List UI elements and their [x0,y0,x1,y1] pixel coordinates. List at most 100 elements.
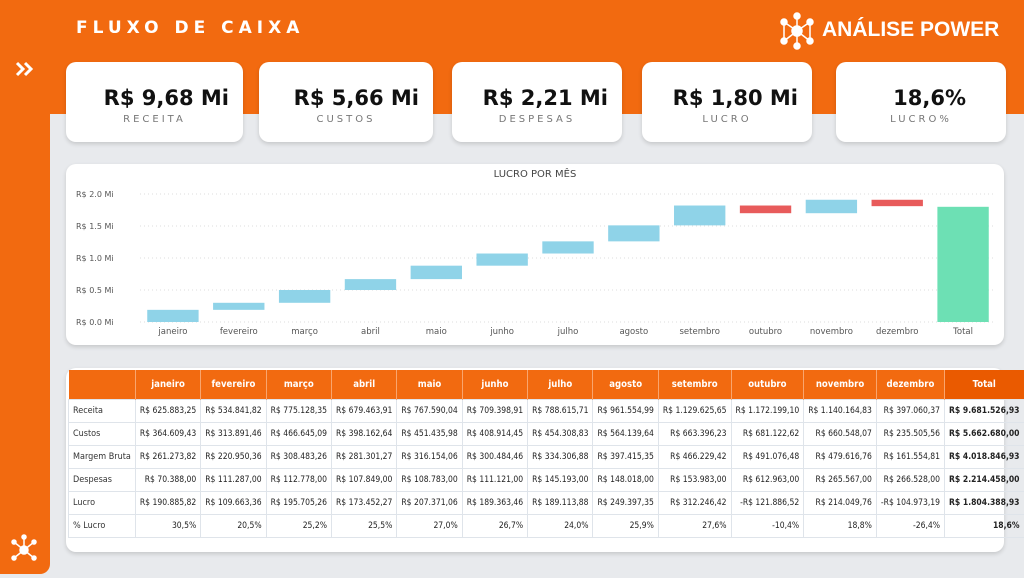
cell: R$ 70.388,00 [135,469,200,492]
column-header: março [266,370,331,400]
column-header: outubro [731,370,804,400]
cell: R$ 173.452,27 [331,492,396,515]
column-header: junho [462,370,527,400]
cell: R$ 961.554,99 [593,400,658,423]
cell: 24,0% [528,515,593,538]
cell: 25,2% [266,515,331,538]
bar [213,303,264,310]
x-tick-label: julho [557,327,579,337]
row-label: Receita [69,400,136,423]
cell: R$ 397.415,35 [593,446,658,469]
cell: R$ 491.076,48 [731,446,804,469]
cell: R$ 148.018,00 [593,469,658,492]
cell: R$ 1.129.625,65 [658,400,731,423]
cell: R$ 679.463,91 [331,400,396,423]
x-tick-label: fevereiro [220,327,258,337]
x-tick-label: dezembro [876,327,919,337]
bar [411,266,462,279]
cell: R$ 107.849,00 [331,469,396,492]
kpi-card: R$ 2,21 Mi DESPESAS [452,62,622,142]
cell: R$ 612.963,00 [731,469,804,492]
kpi-value: R$ 2,21 Mi [483,86,608,110]
kpi-card: 18,6%LUCRO% [836,62,1006,142]
x-tick-label: junho [489,327,514,337]
cell: R$ 265.567,00 [804,469,877,492]
kpi-card: R$ 1,80 Mi LUCRO [642,62,812,142]
cell: 18,6% [945,515,1024,538]
cell: R$ 4.018.846,93 [945,446,1024,469]
cell: R$ 5.662.680,00 [945,423,1024,446]
x-tick-label: agosto [619,327,648,337]
kpi-label: RECEITA [66,114,243,125]
cell: R$ 767.590,04 [397,400,462,423]
cell: R$ 663.396,23 [658,423,731,446]
y-tick-label: R$ 0.5 Mi [76,286,114,295]
cell: R$ 316.154,06 [397,446,462,469]
bar [147,310,198,322]
row-label: Despesas [69,469,136,492]
kpi-value: R$ 1,80 Mi [673,86,798,110]
cell: R$ 451.435,98 [397,423,462,446]
y-tick-label: R$ 0.0 Mi [76,318,114,327]
bar [740,206,791,214]
y-tick-label: R$ 2.0 Mi [76,190,114,199]
kpi-value: R$ 5,66 Mi [294,86,419,110]
cell: R$ 681.122,62 [731,423,804,446]
cell: R$ 220.950,36 [201,446,266,469]
x-tick-label: Total [952,327,973,337]
cell: 30,5% [135,515,200,538]
cell: R$ 408.914,45 [462,423,527,446]
cell: -R$ 121.886,52 [731,492,804,515]
expand-icon[interactable] [17,63,31,75]
kpi-label: DESPESAS [452,114,622,125]
cell: 27,0% [397,515,462,538]
kpi-label: LUCRO [642,114,812,125]
column-header: dezembro [876,370,944,400]
x-tick-label: novembro [810,327,853,337]
kpi-value: 18,6% [893,86,966,110]
cell: R$ 153.983,00 [658,469,731,492]
row-label: Lucro [69,492,136,515]
cell: R$ 9.681.526,93 [945,400,1024,423]
cell: R$ 788.615,71 [528,400,593,423]
cell: R$ 145.193,00 [528,469,593,492]
cell: 25,5% [331,515,396,538]
cell: R$ 1.172.199,10 [731,400,804,423]
cell: R$ 111.287,00 [201,469,266,492]
column-header: abril [331,370,396,400]
bar [608,225,659,241]
cell: 27,6% [658,515,731,538]
y-tick-label: R$ 1.5 Mi [76,222,114,231]
cell: 18,8% [804,515,877,538]
sidebar [0,0,50,574]
cell: R$ 534.841,82 [201,400,266,423]
cell: R$ 709.398,91 [462,400,527,423]
column-header: Total [945,370,1024,400]
cell: R$ 207.371,06 [397,492,462,515]
cell: R$ 108.783,00 [397,469,462,492]
cell: R$ 2.214.458,00 [945,469,1024,492]
column-header: julho [528,370,593,400]
bar [806,200,857,213]
cell: R$ 266.528,00 [876,469,944,492]
cell: -10,4% [731,515,804,538]
cell: R$ 1.140.164,83 [804,400,877,423]
x-tick-label: setembro [679,327,719,337]
y-tick-label: R$ 1.0 Mi [76,254,114,263]
cell: -R$ 104.973,19 [876,492,944,515]
cell: R$ 466.645,09 [266,423,331,446]
cell: R$ 625.883,25 [135,400,200,423]
cell: R$ 775.128,35 [266,400,331,423]
x-tick-label: outubro [749,327,782,337]
cell: R$ 261.273,82 [135,446,200,469]
bar [872,200,923,206]
column-header: janeiro [135,370,200,400]
cell: R$ 189.363,46 [462,492,527,515]
